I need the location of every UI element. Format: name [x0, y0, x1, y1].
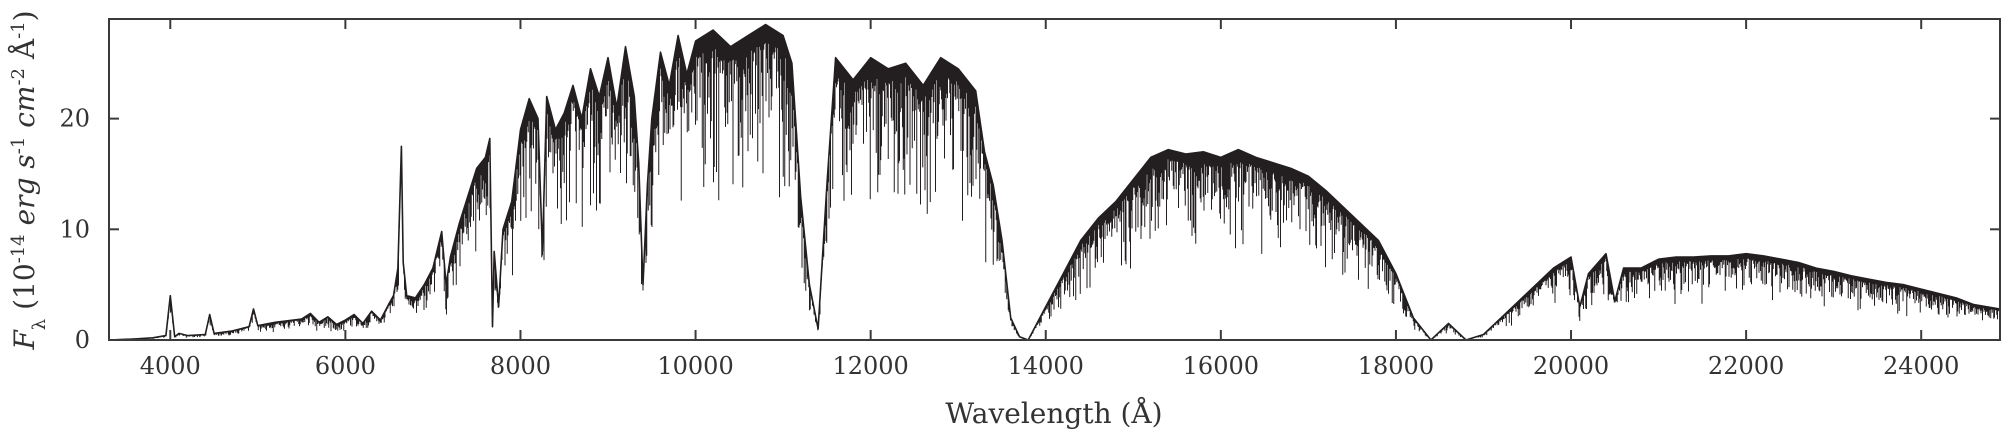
x-tick-label: 24000: [1883, 352, 1959, 380]
x-tick-label: 12000: [832, 352, 908, 380]
x-tick-label: 8000: [490, 352, 551, 380]
x-axis: 4000 6000 8000 10000 12000 14000 16000 18000 200…: [140, 19, 1959, 380]
x-tick-label: 10000: [657, 352, 733, 380]
y-tick-label: 20: [59, 105, 90, 133]
x-tick-label: 16000: [1183, 352, 1259, 380]
spectrum-line: [108, 23, 2001, 341]
x-tick-label: 4000: [140, 352, 201, 380]
spectrum-noise-band: [110, 24, 2001, 340]
x-tick-label: 18000: [1358, 352, 1434, 380]
x-tick-label: 6000: [315, 352, 376, 380]
plot-frame: [108, 18, 2001, 341]
y-tick-label: 10: [59, 215, 90, 243]
x-tick-label: 22000: [1708, 352, 1784, 380]
x-tick-label: 20000: [1533, 352, 1609, 380]
y-axis-title: Fλ (10-14 erg s-1 cm-2 Å-1): [8, 10, 50, 350]
x-tick-label: 14000: [1008, 352, 1084, 380]
y-axis: 0 10 20: [59, 105, 2000, 354]
x-axis-title: Wavelength (Å): [945, 397, 1162, 430]
y-tick-label: 0: [75, 326, 90, 354]
spectrum-series: [108, 23, 2001, 341]
